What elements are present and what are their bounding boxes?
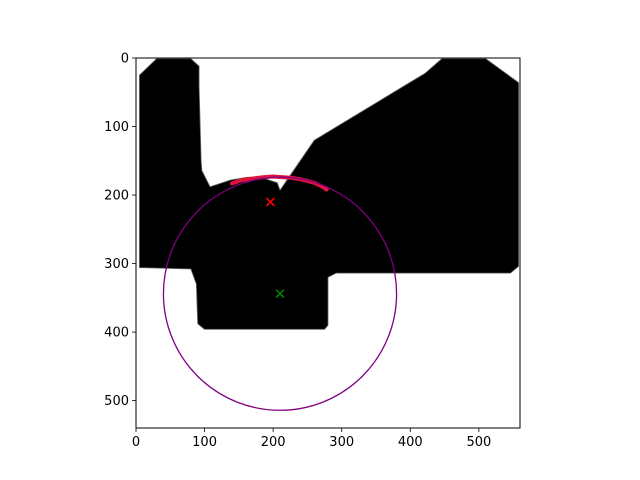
black-shape-region	[139, 58, 520, 330]
y-axis: 0 100 200 300 400 500	[104, 52, 136, 409]
x-axis: 0 100 200 300 400 500	[132, 428, 491, 450]
y-tick-label: 300	[104, 257, 129, 272]
x-tick-label: 500	[466, 435, 491, 450]
x-tick-label: 0	[132, 435, 140, 450]
x-tick-label: 100	[192, 435, 217, 450]
y-tick-label: 100	[104, 120, 129, 135]
plot-frame	[135, 57, 521, 429]
x-tick-label: 300	[329, 435, 354, 450]
purple-circle	[162, 176, 398, 411]
marker-red-x	[265, 197, 275, 207]
y-tick-label: 400	[104, 326, 129, 341]
y-tick-label: 200	[104, 189, 129, 204]
x-tick-label: 200	[261, 435, 286, 450]
marker-layer	[265, 197, 285, 299]
marker-green-x	[275, 289, 285, 299]
y-tick-label: 500	[104, 394, 129, 409]
plot-area	[139, 58, 520, 411]
y-tick-label: 0	[121, 52, 129, 67]
x-tick-label: 400	[398, 435, 423, 450]
